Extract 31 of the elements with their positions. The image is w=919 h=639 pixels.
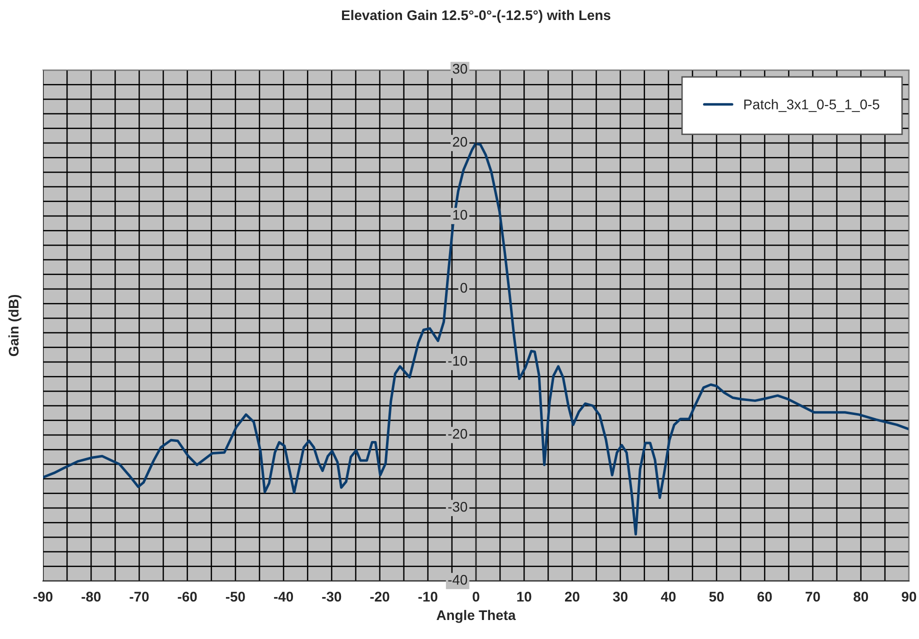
x-tick-label: 40 — [660, 592, 676, 602]
x-tick-label: 30 — [612, 592, 628, 602]
legend-label: Patch_3x1_0-5_1_0-5 — [744, 99, 880, 112]
x-tick-label: -90 — [34, 592, 52, 602]
x-tick-label: 0 — [472, 592, 480, 602]
x-tick-label: 80 — [854, 592, 868, 602]
y-tick-label: -20 — [448, 428, 468, 439]
x-axis-title: Angle Theta — [436, 610, 516, 623]
x-tick-label: -30 — [322, 592, 342, 602]
y-tick-label: 0 — [460, 282, 468, 293]
x-tick-label: -20 — [370, 592, 390, 602]
x-tick-label: 90 — [902, 592, 916, 602]
x-tick-label: -60 — [178, 592, 197, 602]
x-tick-label: -10 — [418, 592, 438, 602]
x-tick-label: 50 — [709, 592, 724, 602]
x-tick-label: -80 — [82, 592, 101, 602]
y-axis-title: Gain (dB) — [8, 294, 22, 356]
x-tick-label: 20 — [564, 592, 580, 602]
x-tick-label: -40 — [274, 592, 294, 602]
chart-title: Elevation Gain 12.5°-0°-(-12.5°) with Lens — [342, 10, 610, 23]
y-tick-label: 10 — [453, 210, 468, 220]
y-tick-label: -10 — [448, 356, 468, 366]
y-tick-label: -40 — [448, 574, 468, 585]
x-tick-label: 60 — [757, 592, 772, 602]
y-tick-label: 20 — [452, 136, 468, 147]
x-tick-label: 10 — [517, 592, 532, 602]
x-tick-label: 70 — [806, 592, 820, 602]
x-tick-label: -50 — [226, 592, 245, 602]
y-tick-label: 30 — [452, 64, 468, 74]
x-tick-label: -70 — [130, 592, 149, 602]
y-tick-label: -30 — [448, 502, 468, 512]
